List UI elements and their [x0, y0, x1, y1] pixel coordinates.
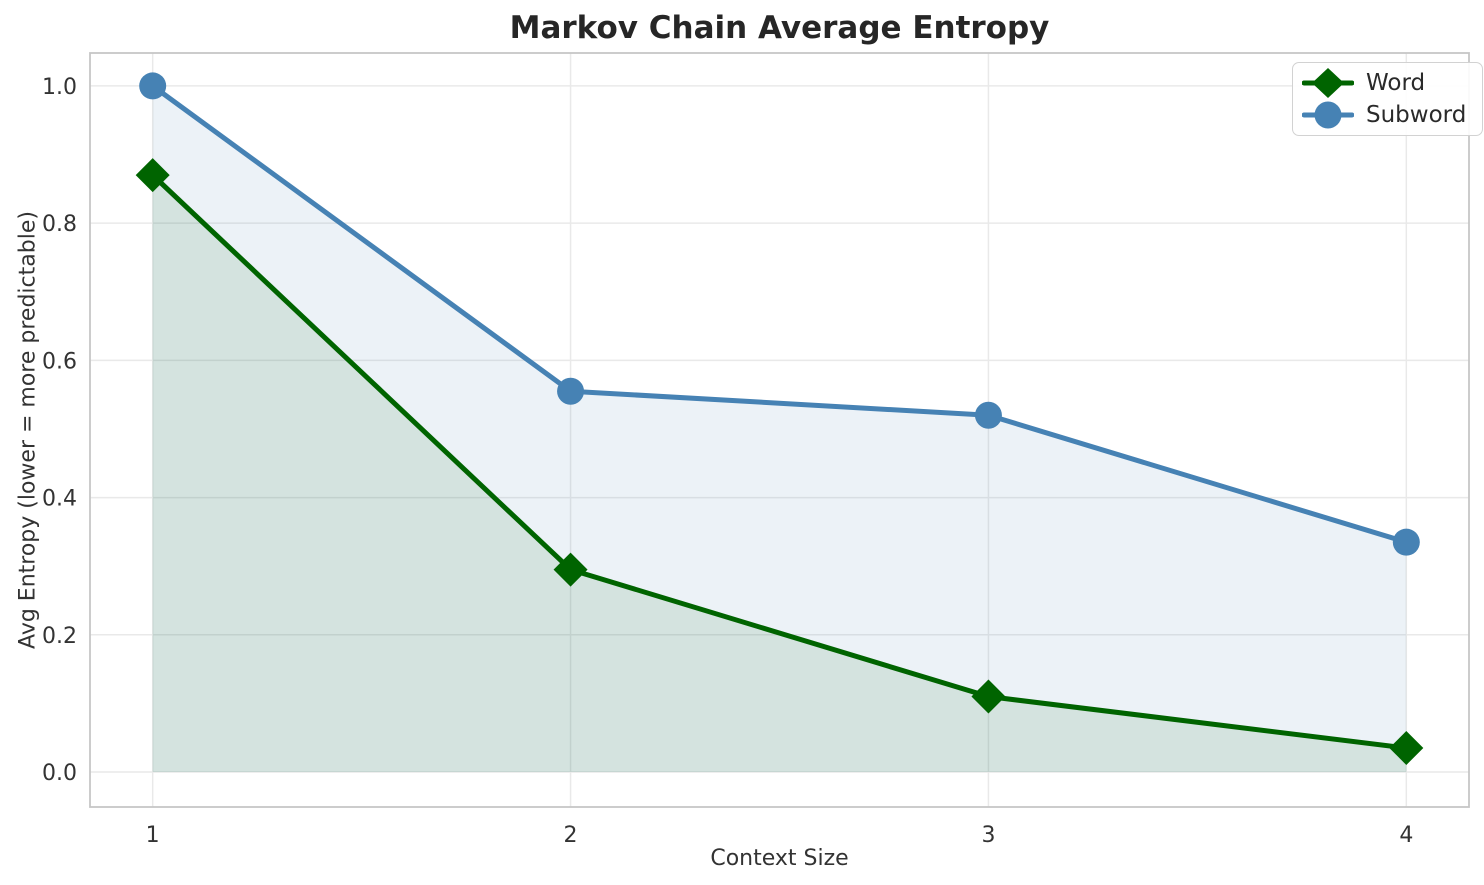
y-tick-label: 0.8 [42, 212, 77, 237]
y-tick-label: 0.2 [42, 624, 77, 649]
legend-label-word: Word [1366, 69, 1426, 96]
y-axis-label: Avg Entropy (lower = more predictable) [15, 211, 41, 649]
subword-circle-marker-icon [1302, 101, 1354, 129]
x-axis-label: Context Size [710, 846, 849, 871]
legend-item-word: Word [1302, 67, 1466, 99]
word-diamond-marker-icon [1302, 68, 1354, 98]
chart-title: Markov Chain Average Entropy [509, 10, 1050, 46]
x-tick-label: 1 [146, 823, 160, 848]
x-tick-label: 4 [1399, 823, 1413, 848]
legend-item-subword: Subword [1302, 99, 1466, 131]
x-tick-label: 3 [981, 823, 995, 848]
x-tick-label: 2 [564, 823, 578, 848]
legend-label-subword: Subword [1366, 101, 1467, 128]
y-tick-label: 0.0 [42, 761, 77, 786]
y-tick-label: 0.6 [42, 349, 77, 374]
y-tick-label: 0.4 [42, 487, 77, 512]
y-tick-label: 1.0 [42, 75, 77, 100]
legend: Word Subword [1292, 62, 1484, 136]
